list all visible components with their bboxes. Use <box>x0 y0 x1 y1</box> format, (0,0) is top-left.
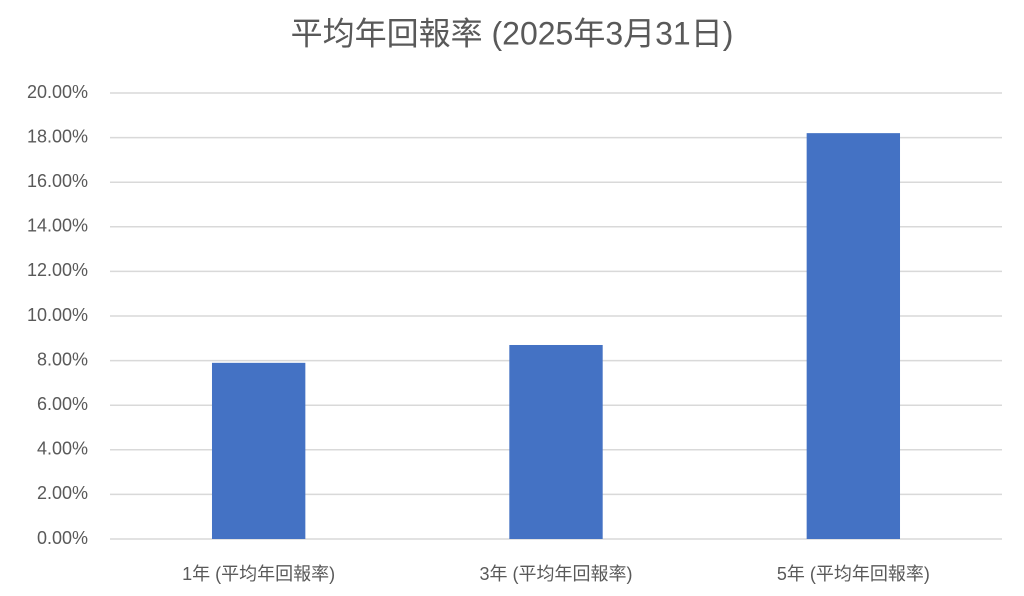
bar <box>806 133 901 539</box>
x-tick-label: 5年 (平均年回報率) <box>777 564 930 584</box>
y-tick-label: 6.00% <box>37 394 88 414</box>
x-tick-label: 1年 (平均年回報率) <box>182 564 335 584</box>
y-tick-label: 2.00% <box>37 483 88 503</box>
y-tick-label: 12.00% <box>27 260 88 280</box>
x-tick-label: 3年 (平均年回報率) <box>480 564 633 584</box>
y-tick-label: 20.00% <box>27 82 88 102</box>
bar <box>509 344 603 539</box>
y-tick-label: 14.00% <box>27 216 88 236</box>
y-tick-label: 18.00% <box>27 126 88 146</box>
y-tick-label: 0.00% <box>37 528 88 548</box>
y-tick-label: 16.00% <box>27 171 88 191</box>
y-tick-label: 8.00% <box>37 349 88 369</box>
y-tick-label: 4.00% <box>37 439 88 459</box>
bar <box>211 362 306 539</box>
chart-title: 平均年回報率 (2025年3月31日) <box>291 15 734 51</box>
y-tick-label: 10.00% <box>27 305 88 325</box>
